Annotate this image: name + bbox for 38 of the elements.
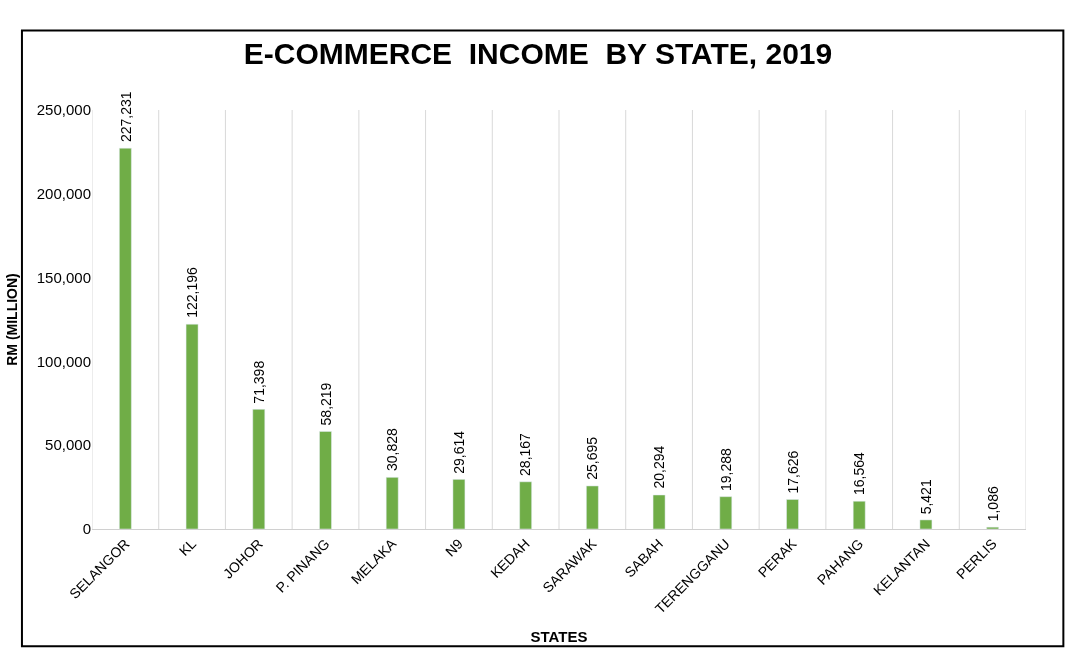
data-label: 29,614 [451,430,468,474]
bar [786,499,799,529]
data-label: 25,695 [583,436,600,480]
bar [252,409,266,529]
data-label: 122,196 [184,266,201,318]
data-label: 5,421 [917,479,934,515]
data-label: 20,294 [650,445,667,489]
bar [652,494,666,529]
bar [385,477,399,529]
bar [185,323,199,529]
bar [719,496,733,529]
data-label: 16,564 [851,451,868,495]
y-tick-label: 200,000 [36,185,91,203]
data-label: 19,288 [717,447,734,491]
bar [852,500,866,529]
y-tick-label: 0 [82,520,91,538]
x-tick-label: N9 [442,535,467,560]
x-tick-label: KL [175,535,200,559]
data-label: 58,219 [317,382,334,426]
bar [319,431,332,529]
x-axis-title: STATES [530,627,588,645]
bar [519,481,532,529]
data-label: 227,231 [117,91,134,143]
y-tick-label: 250,000 [36,101,91,119]
bar [452,479,466,529]
data-label: 30,828 [384,428,401,472]
y-axis-title: RM (MILLION) [4,273,21,366]
data-label: 17,626 [784,450,801,494]
data-label: 28,167 [517,432,534,476]
y-tick-label: 100,000 [36,352,91,370]
y-tick-label: 50,000 [45,436,91,454]
bar [586,485,599,529]
y-tick-label: 150,000 [36,268,91,286]
bar [119,147,132,529]
data-label: 1,086 [984,486,1001,522]
chart-title: E-COMMERCE INCOME BY STATE, 2019 [243,37,833,71]
data-label: 71,398 [250,360,267,404]
bar [919,519,933,529]
